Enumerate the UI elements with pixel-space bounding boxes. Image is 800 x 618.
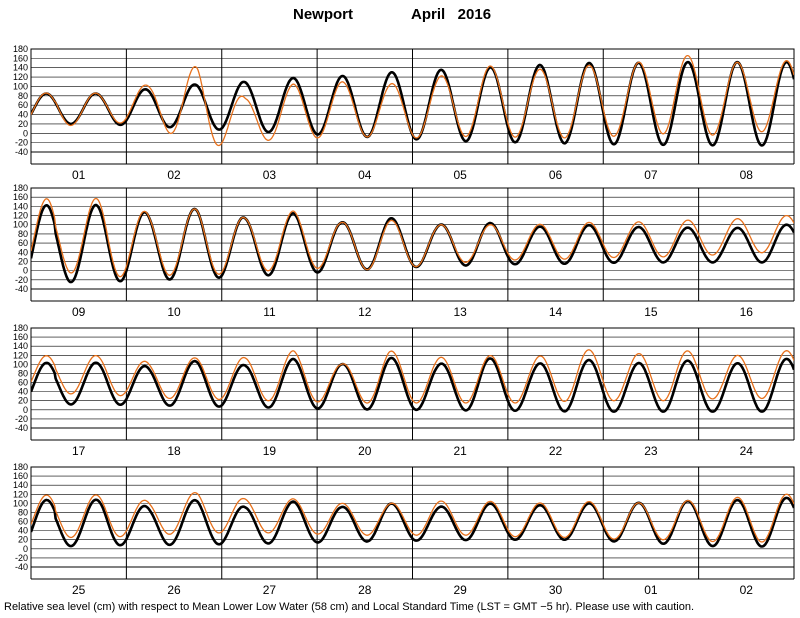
y-tick-label: 60 — [18, 378, 28, 388]
y-tick-label: 60 — [18, 238, 28, 248]
x-tick-label: 01 — [72, 168, 86, 182]
x-tick-label: 12 — [358, 305, 372, 319]
x-tick-label: 09 — [72, 305, 86, 319]
y-tick-label: 180 — [13, 462, 28, 472]
month-label: April 2016 — [411, 6, 492, 23]
observed-series-line — [31, 491, 794, 543]
y-tick-label: -20 — [15, 275, 28, 285]
y-tick-label: -40 — [15, 562, 28, 572]
y-tick-label: 0 — [23, 405, 28, 415]
x-tick-label: 23 — [644, 444, 658, 458]
x-tick-label: 07 — [644, 168, 658, 182]
y-tick-label: 0 — [23, 266, 28, 276]
y-tick-label: 100 — [13, 81, 28, 91]
y-tick-label: 20 — [18, 256, 28, 266]
x-tick-label: 13 — [454, 305, 468, 319]
x-tick-label: 26 — [167, 583, 181, 597]
predicted-series-line — [31, 356, 794, 413]
x-tick-label: 15 — [644, 305, 658, 319]
y-tick-label: 60 — [18, 100, 28, 110]
y-tick-label: -40 — [15, 147, 28, 157]
y-tick-label: -40 — [15, 423, 28, 433]
x-tick-label: 14 — [549, 305, 563, 319]
y-tick-label: 20 — [18, 396, 28, 406]
x-tick-label: 02 — [740, 583, 754, 597]
station-name: Newport — [293, 6, 353, 23]
y-tick-label: 180 — [13, 183, 28, 193]
x-tick-label: 01 — [644, 583, 658, 597]
y-tick-label: 120 — [13, 72, 28, 82]
y-tick-label: 160 — [13, 471, 28, 481]
y-tick-label: 40 — [18, 110, 28, 120]
y-tick-label: 160 — [13, 53, 28, 63]
y-tick-label: 80 — [18, 507, 28, 517]
x-tick-label: 10 — [167, 305, 181, 319]
x-tick-label: 27 — [263, 583, 277, 597]
x-tick-label: 08 — [740, 168, 754, 182]
y-tick-label: 60 — [18, 517, 28, 527]
x-tick-label: 17 — [72, 444, 86, 458]
x-tick-label: 24 — [740, 444, 754, 458]
x-tick-label: 04 — [358, 168, 372, 182]
footnote: Relative sea level (cm) with respect to … — [4, 601, 695, 613]
y-tick-label: 40 — [18, 247, 28, 257]
y-tick-label: 180 — [13, 44, 28, 54]
y-tick-label: 140 — [13, 480, 28, 490]
y-tick-label: 120 — [13, 211, 28, 221]
y-tick-label: 160 — [13, 192, 28, 202]
y-tick-label: 180 — [13, 323, 28, 333]
y-tick-label: 100 — [13, 220, 28, 230]
y-tick-label: -20 — [15, 414, 28, 424]
x-tick-label: 06 — [549, 168, 563, 182]
y-tick-label: 160 — [13, 332, 28, 342]
y-tick-label: -20 — [15, 553, 28, 563]
y-tick-label: 140 — [13, 63, 28, 73]
x-tick-label: 22 — [549, 444, 563, 458]
y-tick-label: -20 — [15, 138, 28, 148]
observed-series-line — [31, 54, 794, 147]
y-tick-label: 140 — [13, 201, 28, 211]
observed-series-line — [31, 349, 794, 404]
x-tick-label: 21 — [454, 444, 468, 458]
y-tick-label: 0 — [23, 544, 28, 554]
y-tick-label: 0 — [23, 128, 28, 138]
observed-series-line — [31, 197, 794, 278]
x-tick-label: 18 — [167, 444, 181, 458]
y-tick-label: 140 — [13, 341, 28, 351]
x-tick-label: 05 — [454, 168, 468, 182]
x-tick-label: 29 — [454, 583, 468, 597]
y-tick-label: 80 — [18, 91, 28, 101]
y-tick-label: 20 — [18, 119, 28, 129]
x-tick-label: 28 — [358, 583, 372, 597]
y-tick-label: 80 — [18, 368, 28, 378]
x-tick-label: 19 — [263, 444, 277, 458]
y-tick-label: 100 — [13, 498, 28, 508]
x-tick-label: 11 — [263, 305, 276, 319]
x-tick-label: 02 — [167, 168, 181, 182]
y-tick-label: -40 — [15, 284, 28, 294]
y-tick-label: 40 — [18, 387, 28, 397]
y-tick-label: 80 — [18, 229, 28, 239]
x-tick-label: 20 — [358, 444, 372, 458]
x-tick-label: 03 — [263, 168, 277, 182]
y-tick-label: 40 — [18, 526, 28, 536]
y-tick-label: 120 — [13, 489, 28, 499]
predicted-series-line — [31, 496, 794, 548]
y-tick-label: 120 — [13, 350, 28, 360]
y-tick-label: 20 — [18, 535, 28, 545]
x-tick-label: 16 — [740, 305, 754, 319]
y-tick-label: 100 — [13, 359, 28, 369]
x-tick-label: 25 — [72, 583, 86, 597]
x-tick-label: 30 — [549, 583, 563, 597]
chart-title: Newport April 2016 — [0, 6, 800, 26]
